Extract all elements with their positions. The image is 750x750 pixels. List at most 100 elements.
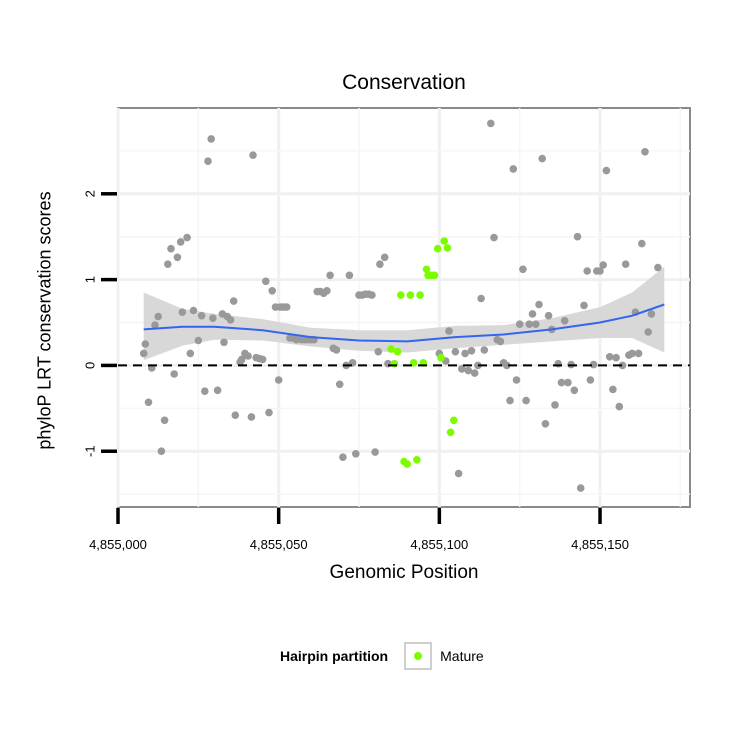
point-112: [580, 302, 588, 310]
point-140: [461, 350, 469, 358]
point-109: [571, 387, 579, 395]
point-134: [654, 264, 662, 272]
point-91: [513, 376, 521, 384]
x-tick-label-1: 4,855,050: [250, 537, 308, 552]
legend-label-mature: Mature: [440, 648, 484, 664]
point-41: [268, 287, 276, 295]
point-61: [333, 346, 341, 354]
y-axis-label: phyloP LRT conservation scores: [35, 161, 56, 481]
mature-point-19: [447, 429, 455, 437]
point-5: [154, 313, 162, 321]
mature-point-14: [431, 272, 439, 280]
point-93: [519, 266, 527, 274]
mature-point-0: [387, 345, 395, 353]
point-137: [452, 348, 460, 356]
point-67: [352, 450, 360, 458]
legend: Hairpin partition Mature: [280, 638, 484, 674]
point-59: [326, 272, 334, 280]
point-76: [381, 253, 389, 261]
point-25: [220, 339, 228, 347]
y-tick-label-1: 0: [83, 362, 98, 369]
point-98: [535, 301, 543, 309]
point-19: [201, 387, 209, 395]
point-2: [145, 399, 153, 407]
point-100: [542, 420, 550, 428]
point-131: [641, 148, 649, 156]
x-tick-label-0: 4,855,000: [89, 537, 147, 552]
point-15: [187, 350, 195, 358]
point-75: [376, 260, 384, 268]
point-119: [603, 167, 611, 175]
point-17: [195, 337, 203, 345]
point-94: [522, 397, 530, 405]
point-110: [574, 233, 582, 241]
point-92: [516, 320, 524, 328]
point-125: [622, 260, 630, 268]
mature-point-17: [440, 237, 448, 245]
point-29: [232, 411, 240, 419]
point-1: [142, 340, 150, 348]
point-84: [490, 234, 498, 242]
point-132: [644, 328, 652, 336]
point-20: [204, 157, 212, 165]
point-18: [198, 312, 206, 320]
mature-point-18: [444, 244, 452, 252]
point-83: [487, 120, 495, 128]
point-22: [209, 314, 217, 322]
point-113: [583, 267, 591, 275]
point-142: [445, 327, 453, 335]
point-96: [529, 310, 537, 318]
point-73: [371, 448, 379, 456]
mature-point-2: [394, 348, 402, 356]
point-33: [244, 352, 252, 360]
point-81: [477, 295, 485, 303]
point-95: [526, 320, 534, 328]
point-89: [506, 397, 514, 405]
point-138: [455, 470, 463, 478]
point-27: [227, 316, 235, 324]
point-28: [230, 297, 238, 305]
point-9: [167, 245, 175, 253]
mature-point-5: [403, 460, 411, 468]
point-46: [283, 303, 291, 311]
point-120: [606, 353, 614, 361]
point-133: [648, 310, 656, 318]
mature-point-16: [437, 354, 445, 362]
point-38: [259, 356, 267, 364]
mature-point-3: [397, 291, 405, 299]
point-35: [249, 151, 257, 159]
point-40: [265, 409, 273, 417]
point-82: [481, 346, 489, 354]
point-74: [375, 348, 383, 356]
point-99: [538, 155, 546, 163]
point-10: [170, 370, 178, 378]
point-34: [248, 413, 256, 421]
y-tick-label-0: -1: [83, 445, 98, 457]
mature-point-15: [434, 245, 442, 253]
legend-dot-icon: [414, 652, 422, 660]
point-141: [465, 367, 473, 375]
point-118: [599, 261, 607, 269]
point-12: [177, 238, 185, 246]
x-axis-label: Genomic Position: [118, 562, 690, 584]
y-tick-label-3: 2: [83, 190, 98, 197]
point-14: [183, 234, 191, 242]
point-39: [262, 278, 270, 286]
point-0: [140, 350, 148, 358]
mature-point-20: [450, 417, 458, 425]
point-114: [587, 376, 595, 384]
legend-key: [404, 642, 432, 670]
point-65: [346, 272, 354, 280]
point-86: [497, 338, 505, 346]
x-tick-label-2: 4,855,100: [410, 537, 468, 552]
mature-point-8: [413, 456, 421, 464]
mature-point-6: [407, 291, 415, 299]
point-8: [164, 260, 172, 268]
point-62: [336, 381, 344, 389]
point-7: [161, 417, 169, 425]
chart-title: Conservation: [118, 71, 690, 95]
point-72: [368, 291, 376, 299]
point-123: [616, 403, 624, 411]
mature-point-9: [416, 291, 424, 299]
legend-title: Hairpin partition: [280, 648, 388, 664]
